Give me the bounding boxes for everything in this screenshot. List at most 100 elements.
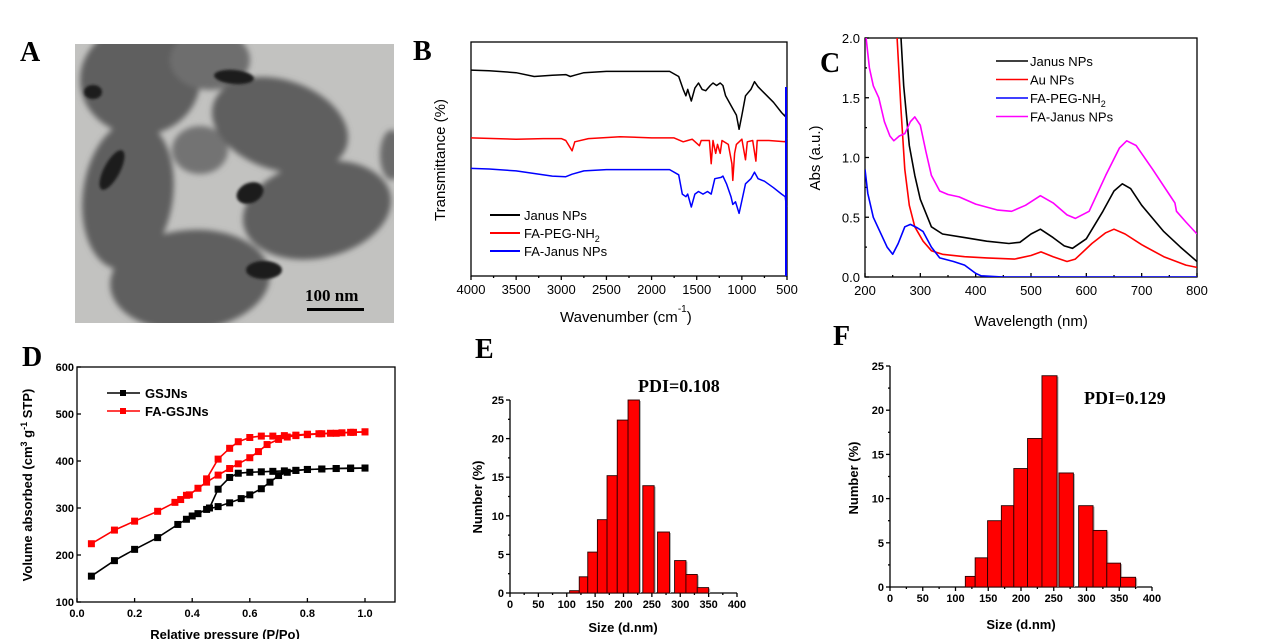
data-point-gsjns	[214, 503, 222, 511]
y-tick-label-e: 15	[492, 472, 504, 484]
series-line-fa-janus-nps	[470, 167, 788, 215]
legend-label-d: GSJNs	[145, 386, 188, 401]
data-point-fa-gsjns	[171, 498, 179, 506]
x-tick-label-d: 0.4	[185, 608, 201, 620]
bar-f	[1013, 468, 1028, 588]
x-tick-label-e: 150	[586, 599, 604, 611]
x-tick-label-d: 0.0	[69, 608, 84, 620]
x-tick-label-e: 400	[728, 599, 746, 611]
data-point-gsjns	[257, 468, 265, 476]
data-point-gsjns	[131, 545, 139, 553]
y-axis-title-e: Number (%)	[470, 461, 485, 534]
bar-f	[1041, 375, 1058, 588]
bar-f	[1078, 505, 1094, 588]
bar-f	[1000, 505, 1015, 588]
plot-frame-b	[470, 41, 788, 277]
data-point-fa-gsjns	[154, 507, 162, 515]
data-point-fa-gsjns	[280, 432, 288, 440]
data-point-fa-gsjns	[361, 428, 369, 436]
bar-f	[1092, 529, 1108, 588]
legend-label-d: FA-GSJNs	[145, 404, 209, 419]
y-axis-title-b: Transmittance (%)	[432, 99, 449, 221]
data-point-fa-gsjns	[292, 431, 300, 439]
bar-f	[964, 575, 976, 588]
pdi-annotation-f: PDI=0.129	[1084, 388, 1166, 408]
data-point-gsjns	[257, 485, 265, 493]
y-tick-label-e: 0	[498, 588, 504, 600]
y-tick-label-d: 400	[56, 456, 74, 468]
bar-e	[587, 551, 598, 594]
legend-marker-d	[120, 390, 126, 396]
data-point-gsjns	[332, 465, 340, 473]
x-tick-label-f: 400	[1143, 593, 1161, 605]
x-tick-label-d: 0.6	[242, 608, 257, 620]
legend-label-c: FA-PEG-NH2	[1030, 91, 1106, 109]
y-tick-label-c: 0.5	[842, 210, 860, 225]
bar-f	[1106, 562, 1122, 588]
data-point-gsjns	[226, 473, 234, 481]
y-axis-title-f: Number (%)	[846, 442, 861, 515]
data-point-fa-gsjns	[226, 465, 234, 473]
y-tick-label-c: 2.0	[842, 31, 860, 46]
x-tick-label-c: 500	[1020, 283, 1042, 298]
bar-e	[578, 576, 589, 594]
data-point-gsjns	[188, 512, 196, 520]
data-point-fa-gsjns	[326, 429, 334, 437]
bar-e	[616, 419, 629, 594]
data-point-fa-gsjns	[303, 430, 311, 438]
data-point-fa-gsjns	[214, 471, 222, 479]
data-point-fa-gsjns	[110, 526, 118, 534]
x-tick-label-c: 600	[1075, 283, 1097, 298]
panel-letter-e: E	[475, 334, 494, 365]
data-point-fa-gsjns	[257, 432, 265, 440]
data-point-gsjns	[303, 465, 311, 473]
y-tick-label-c: 0.0	[842, 270, 860, 285]
legend-label-c: FA-Janus NPs	[1030, 110, 1114, 125]
x-axis-title-c: Wavelength (nm)	[974, 313, 1088, 330]
data-point-fa-gsjns	[254, 448, 262, 456]
x-tick-label-f: 100	[946, 593, 964, 605]
y-tick-label-d: 600	[56, 362, 74, 374]
x-tick-label-f: 150	[979, 593, 997, 605]
data-point-fa-gsjns	[246, 454, 254, 462]
panel-e-size-histogram: E 0 50 100 150 200 250 300 350 400 0 5 10 15 20 25 PDI…	[470, 334, 746, 635]
legend-d: GSJNs FA-GSJNs	[107, 386, 209, 419]
data-point-fa-gsjns	[214, 455, 222, 463]
data-point-fa-gsjns	[226, 444, 234, 452]
data-point-fa-gsjns	[87, 540, 95, 548]
tem-image	[75, 44, 394, 323]
x-tick-label-b: 1500	[682, 282, 711, 297]
y-tick-label-f: 0	[878, 582, 884, 594]
x-tick-label-f: 50	[917, 593, 929, 605]
data-point-fa-gsjns	[131, 517, 139, 525]
x-tick-label-b: 2000	[637, 282, 666, 297]
panel-letter-d: D	[22, 342, 42, 373]
bar-f	[1058, 472, 1074, 588]
x-tick-label-e: 250	[643, 599, 661, 611]
x-tick-label-e: 100	[558, 599, 576, 611]
x-tick-label-b: 3500	[502, 282, 531, 297]
data-point-gsjns	[266, 478, 274, 486]
y-tick-label-f: 25	[872, 361, 884, 373]
x-tick-label-b: 500	[776, 282, 798, 297]
legend-label-c: Janus NPs	[1030, 54, 1093, 69]
panel-d-isotherm-chart: D 0.0 0.2 0.4 0.6 0.8 1.0 100 200 300 400 500 600 V…	[19, 342, 396, 639]
data-point-gsjns	[246, 468, 254, 476]
series-line-fa-peg-nh2	[865, 169, 1197, 277]
panel-letter-a: A	[20, 37, 41, 68]
x-axis-title-f: Size (d.nm)	[986, 617, 1055, 632]
panel-a: A 1	[20, 37, 394, 323]
particle	[80, 44, 200, 135]
y-axis-title-c: Abs (a.u.)	[807, 125, 824, 190]
x-tick-label-b: 2500	[592, 282, 621, 297]
x-tick-label-b: 3000	[547, 282, 576, 297]
y-tick-label-f: 5	[878, 538, 884, 550]
bar-e	[685, 574, 698, 594]
data-point-fa-gsjns	[234, 460, 242, 468]
y-tick-label-d: 200	[56, 550, 74, 562]
data-point-gsjns	[237, 495, 245, 503]
bar-e	[596, 519, 608, 594]
x-tick-label-d: 0.8	[300, 608, 315, 620]
